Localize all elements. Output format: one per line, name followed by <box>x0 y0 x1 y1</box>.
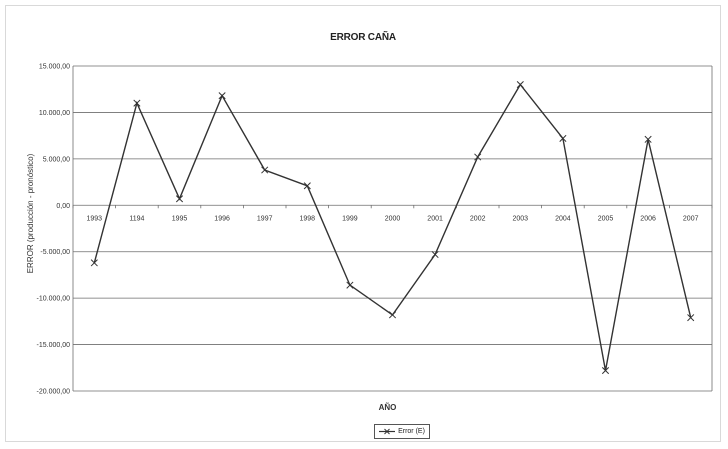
data-point-x-stroke <box>175 195 184 203</box>
data-point <box>431 250 439 259</box>
x-tick-label: 2000 <box>385 215 401 222</box>
x-tick-label: 1999 <box>342 215 358 222</box>
x-tick-label: 2007 <box>683 215 699 222</box>
chart-title: ERROR CAÑA <box>330 32 396 43</box>
data-point-x-stroke <box>516 81 524 89</box>
data-point-x-stroke <box>303 182 311 190</box>
data-point <box>644 135 652 143</box>
series-line <box>93 83 692 371</box>
x-tick-label: 2005 <box>598 215 614 222</box>
data-point-x-stroke <box>644 135 652 143</box>
y-tick-label: -20.000,00 <box>37 389 71 396</box>
y-tick-label: 10.000,00 <box>39 110 70 117</box>
y-tick-label: -15.000,00 <box>37 342 71 349</box>
data-point-x-stroke <box>431 250 439 259</box>
data-point <box>346 281 354 289</box>
x-tick-label: 1998 <box>300 215 316 222</box>
data-point <box>218 92 226 100</box>
y-tick-label: -5.000,00 <box>40 249 70 256</box>
data-point <box>601 367 610 375</box>
data-point <box>90 259 98 267</box>
x-axis-title: AÑO <box>379 403 397 412</box>
data-point-x-stroke <box>474 153 482 161</box>
data-point-x-stroke <box>559 134 567 142</box>
y-axis-title: ERROR (producción - pronóstico) <box>26 153 35 273</box>
x-tick-label: 2006 <box>640 215 656 222</box>
data-point-x-stroke <box>687 314 695 322</box>
y-tick-label: 5.000,00 <box>43 156 70 163</box>
x-tick-label: 1997 <box>257 215 273 222</box>
x-tick-label: 1194 <box>129 215 144 222</box>
x-tick-label: 2004 <box>555 215 571 222</box>
data-point <box>388 311 397 319</box>
legend-series-marker-icon <box>379 428 396 435</box>
legend-series-label: Error (E) <box>398 428 425 435</box>
x-tick-label: 2002 <box>470 215 486 222</box>
x-tick-label: 1993 <box>87 215 103 222</box>
data-point <box>516 81 524 89</box>
x-tick-label: 2001 <box>427 215 443 222</box>
data-point <box>474 153 482 161</box>
y-tick-label: 15.000,00 <box>39 64 70 71</box>
data-point <box>175 195 184 203</box>
data-point-x-stroke <box>346 281 354 289</box>
data-point-x-stroke <box>218 92 226 100</box>
y-tick-label: -10.000,00 <box>37 296 71 303</box>
data-point <box>687 314 695 322</box>
x-tick-label: 1995 <box>172 215 188 222</box>
chart-legend: Error (E) <box>374 424 430 439</box>
data-point <box>261 166 269 174</box>
data-point <box>559 134 567 142</box>
chart-frame: ERROR CAÑA <box>5 5 721 442</box>
data-point-x-stroke <box>261 166 269 174</box>
data-point-x-stroke <box>133 99 141 107</box>
data-point-x-stroke <box>388 311 397 319</box>
data-point-x-stroke <box>601 367 610 375</box>
x-tick-label: 1996 <box>214 215 230 222</box>
data-point <box>303 182 311 190</box>
x-tick-label: 2003 <box>513 215 529 222</box>
data-point-x-stroke <box>90 259 98 267</box>
y-tick-label: 0,00 <box>56 203 70 210</box>
data-point <box>133 99 141 107</box>
